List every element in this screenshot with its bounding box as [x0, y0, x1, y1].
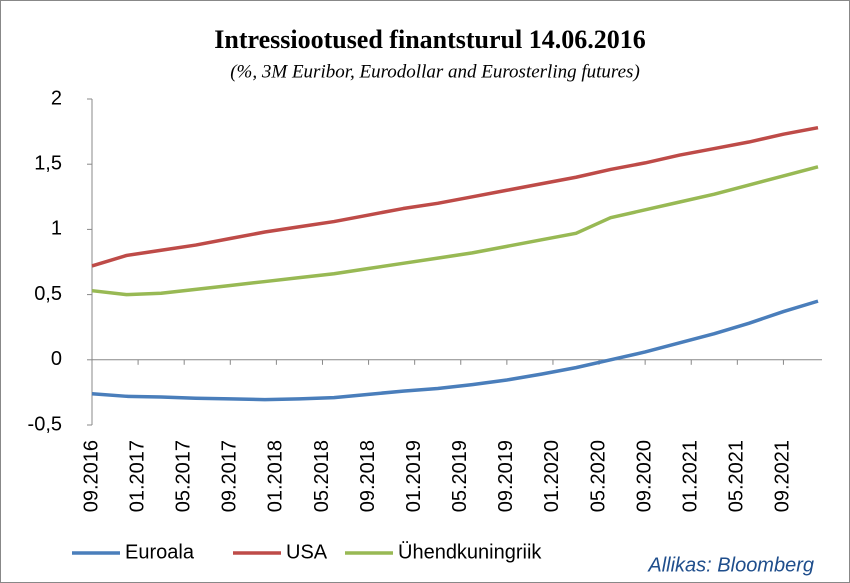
y-tick-label: 0,5: [34, 283, 62, 305]
x-tick-label: 01.2018: [265, 440, 287, 512]
x-tick-label: 05.2018: [311, 440, 333, 512]
legend-label: Euroala: [125, 541, 195, 563]
x-tick-label: 09.2019: [495, 440, 517, 512]
x-tick-label: 09.2018: [357, 440, 379, 512]
data-line: [91, 125, 819, 268]
x-tick-label: 09.2017: [219, 440, 241, 512]
y-tick-label: 1,5: [34, 152, 62, 174]
x-tick-label: 05.2021: [726, 440, 748, 512]
legend-label: USA: [286, 541, 328, 563]
x-tick-label: 01.2019: [403, 440, 425, 512]
x-tick-label: 09.2016: [80, 440, 102, 512]
x-tick-label: 09.2021: [772, 440, 794, 512]
data-line: [91, 165, 819, 297]
y-tick-label: -0,5: [28, 413, 62, 435]
x-tick-label: 09.2020: [633, 440, 655, 512]
source-note: Allikas: Bloomberg: [647, 554, 814, 576]
legend-label: Ühendkuningriik: [398, 541, 542, 563]
x-tick-label: 05.2020: [587, 440, 609, 512]
x-tick-label: 01.2017: [126, 440, 148, 512]
x-tick-label: 01.2020: [541, 440, 563, 512]
y-tick-label: 2: [51, 87, 62, 109]
data-line: [91, 299, 819, 402]
y-tick-label: 1: [51, 218, 62, 240]
y-tick-label: 0: [51, 348, 62, 370]
x-tick-label: 01.2021: [680, 440, 702, 512]
chart-title: Intressiootused finantsturul 14.06.2016: [214, 25, 645, 54]
x-tick-label: 05.2019: [449, 440, 471, 512]
x-tick-label: 05.2017: [172, 440, 194, 512]
chart-subtitle: (%, 3M Euribor, Eurodollar and Eurosterl…: [230, 61, 640, 82]
